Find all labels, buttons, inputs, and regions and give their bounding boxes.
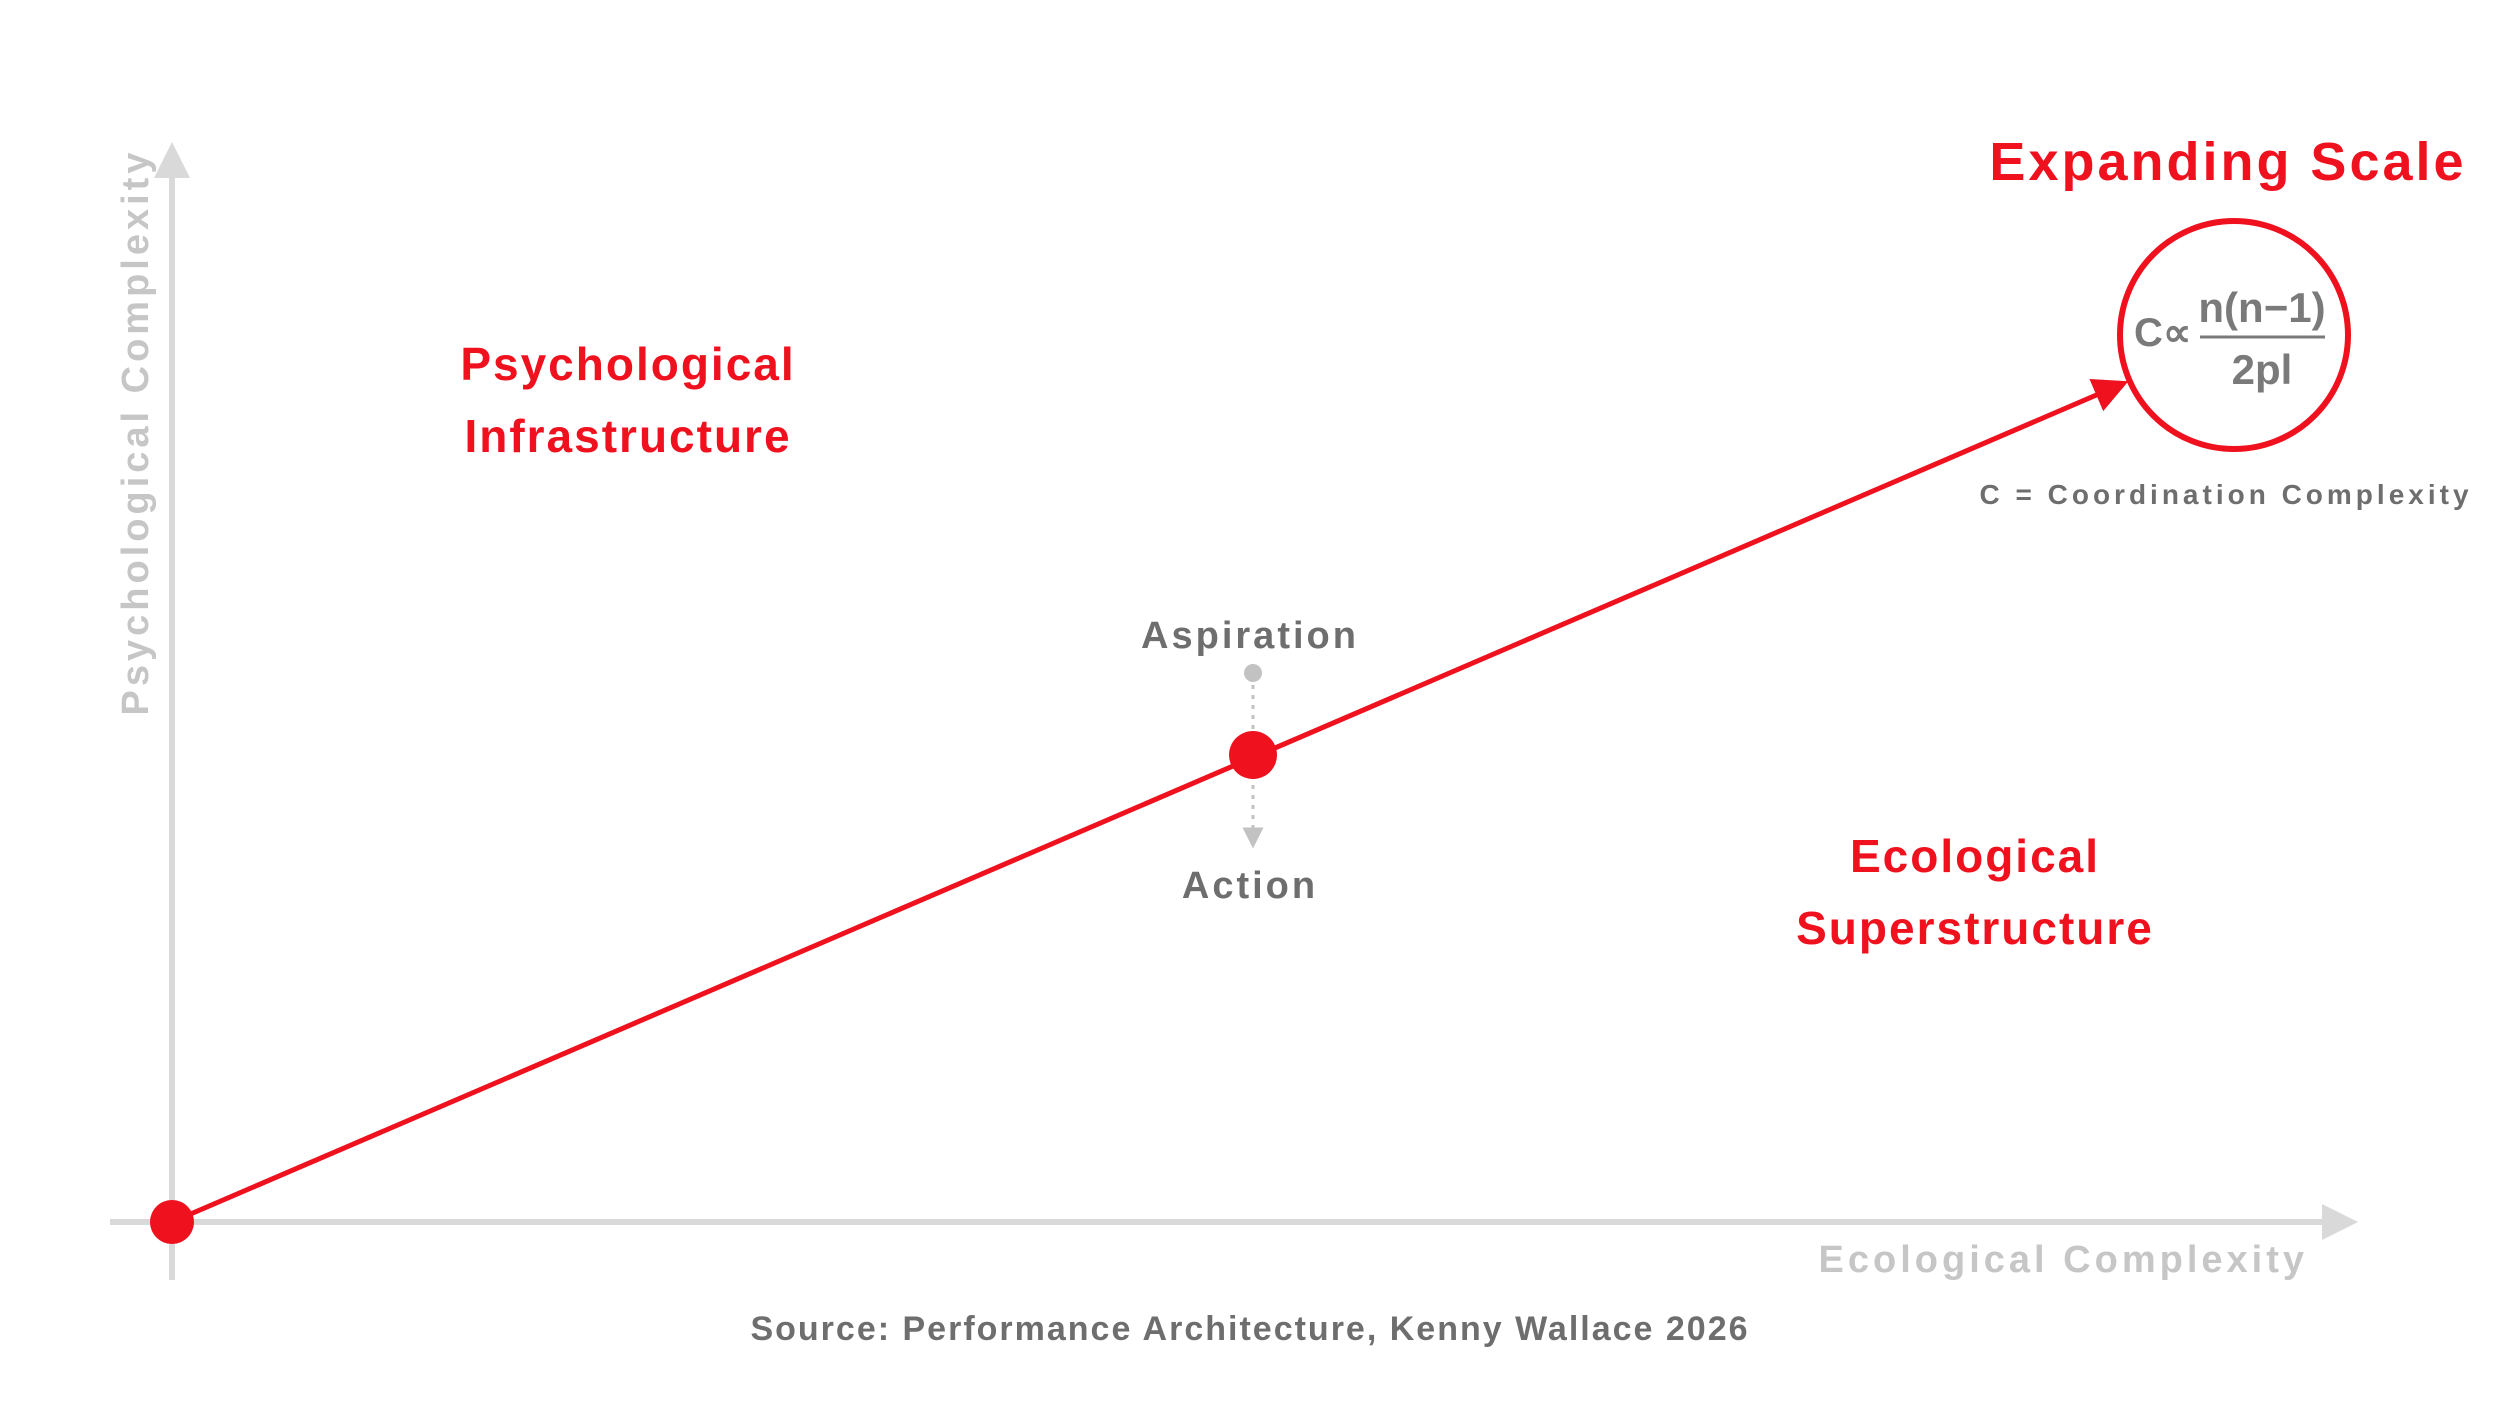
y-axis-label: Psychological Complexity — [115, 149, 157, 716]
expanding-scale-title: Expanding Scale — [1989, 132, 2466, 192]
x-axis-label: Ecological Complexity — [1819, 1239, 2308, 1281]
aspiration-label: Aspiration — [1141, 615, 1359, 657]
aspiration-dot — [1244, 664, 1262, 682]
formula-circle — [2117, 218, 2351, 452]
origin-dot — [150, 1200, 194, 1244]
midpoint-dot — [1229, 731, 1277, 779]
region-upper-left-line2: Infrastructure — [464, 410, 791, 462]
region-upper-left-line1: Psychological — [460, 338, 795, 390]
region-lower-right-line2: Superstructure — [1796, 902, 2154, 954]
trajectory-line — [171, 378, 2129, 1225]
formula-lhs: C∝ — [2134, 311, 2191, 355]
action-label: Action — [1182, 865, 1318, 907]
region-lower-right-line1: Ecological — [1850, 830, 2100, 882]
source-caption: Source: Performance Architecture, Kenny … — [750, 1310, 1749, 1348]
formula-denominator: 2pl — [2232, 346, 2293, 393]
formula-note: C = Coordination Complexity — [1979, 479, 2472, 510]
formula-numerator: n(n−1) — [2198, 284, 2325, 331]
